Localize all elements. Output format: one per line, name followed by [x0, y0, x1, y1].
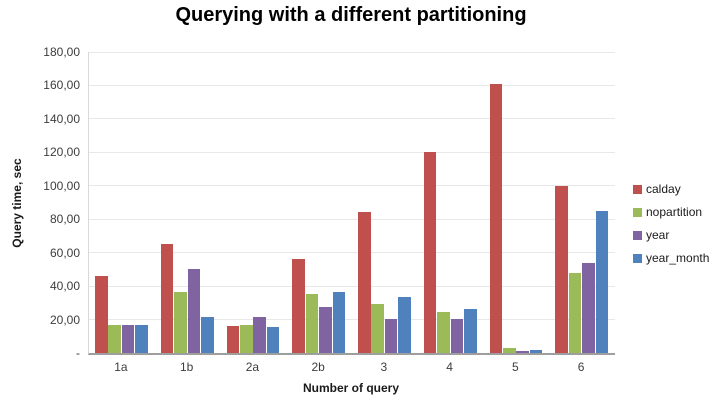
bar-nopartition-6 — [568, 272, 582, 353]
bar-calday-2a — [226, 326, 240, 353]
gridline-60 — [89, 252, 615, 254]
x-tick-label-3: 3 — [380, 360, 388, 374]
y-tick-label-120: 120,00 — [43, 145, 80, 160]
legend-label-year: year — [646, 228, 670, 242]
legend-swatch-calday — [633, 184, 642, 194]
y-tick-label-40: 40,00 — [49, 279, 80, 294]
bar-nopartition-1b — [174, 291, 187, 353]
gridline-20 — [89, 319, 615, 321]
gridline-180 — [89, 51, 615, 53]
y-tick-label-0: - — [76, 346, 80, 360]
bar-year_month-2b — [332, 291, 346, 353]
bar-year_month-3 — [398, 296, 411, 353]
bar-year-6 — [582, 262, 595, 353]
bar-nopartition-3 — [371, 303, 385, 353]
bar-year_month-5 — [529, 349, 543, 353]
gridline-120 — [89, 151, 615, 153]
bar-nopartition-2b — [305, 294, 319, 353]
bar-calday-4 — [423, 152, 437, 353]
bar-year-4 — [450, 318, 464, 353]
bar-year_month-6 — [595, 210, 609, 353]
legend-label-calday: calday — [646, 182, 681, 196]
bar-year_month-4 — [464, 308, 477, 353]
gridline-80 — [89, 218, 615, 220]
legend-swatch-year_month — [633, 253, 642, 263]
x-tick-label-6: 6 — [577, 360, 585, 374]
legend-item-year_month: year_month — [633, 251, 709, 265]
y-tick-label-160: 160,00 — [43, 78, 80, 93]
bar-calday-2b — [292, 259, 305, 353]
legend-swatch-nopartition — [633, 207, 642, 217]
y-tick-label-100: 100,00 — [43, 178, 80, 193]
bar-year-3 — [384, 318, 398, 353]
bar-year-2a — [253, 317, 266, 353]
bar-nopartition-5 — [502, 347, 516, 353]
legend-item-nopartition: nopartition — [633, 205, 709, 219]
bar-nopartition-1a — [108, 325, 122, 353]
gridline-100 — [89, 185, 615, 187]
bar-nopartition-4 — [437, 312, 450, 353]
legend-item-year: year — [633, 228, 709, 242]
gridline-40 — [89, 285, 615, 287]
y-tick-label-140: 140,00 — [43, 111, 80, 126]
gridline-160 — [89, 84, 615, 86]
chart-title: Querying with a different partitioning — [175, 4, 527, 26]
y-tick-label-20: 20,00 — [49, 312, 80, 327]
plot-area — [88, 51, 615, 355]
x-tick-label-4: 4 — [446, 360, 453, 374]
bar-year-1b — [187, 268, 201, 353]
x-tick-label-2a: 2a — [245, 360, 260, 374]
y-tick-label-80: 80,00 — [49, 212, 80, 227]
x-tick-label-5: 5 — [512, 360, 519, 374]
bar-year_month-1b — [201, 317, 214, 353]
legend-swatch-year — [633, 230, 642, 240]
y-axis-title: Query time, sec — [10, 158, 24, 248]
gridline-140 — [89, 118, 615, 120]
bar-year-2b — [319, 307, 332, 353]
legend-item-calday: calday — [633, 182, 709, 196]
bar-year-1a — [121, 324, 135, 353]
legend-label-year_month: year_month — [646, 251, 710, 265]
bar-year-5 — [516, 351, 529, 353]
bar-calday-3 — [358, 211, 371, 353]
bar-nopartition-2a — [239, 324, 253, 353]
bar-year_month-1a — [135, 325, 148, 353]
y-tick-label-60: 60,00 — [49, 245, 80, 260]
x-tick-label-1a: 1a — [114, 360, 128, 374]
x-tick-label-1b: 1b — [179, 360, 194, 374]
bar-year_month-2a — [266, 327, 280, 353]
y-tick-label-180: 180,00 — [43, 45, 80, 59]
bar-calday-1b — [160, 244, 174, 353]
x-tick-label-2b: 2b — [311, 360, 325, 374]
bar-calday-5 — [489, 83, 503, 353]
legend-label-nopartition: nopartition — [646, 205, 703, 219]
legend: calday nopartition year year_month — [633, 182, 709, 265]
bar-calday-6 — [555, 185, 568, 353]
bar-calday-1a — [95, 276, 108, 353]
x-axis-title: Number of query — [302, 381, 399, 395]
